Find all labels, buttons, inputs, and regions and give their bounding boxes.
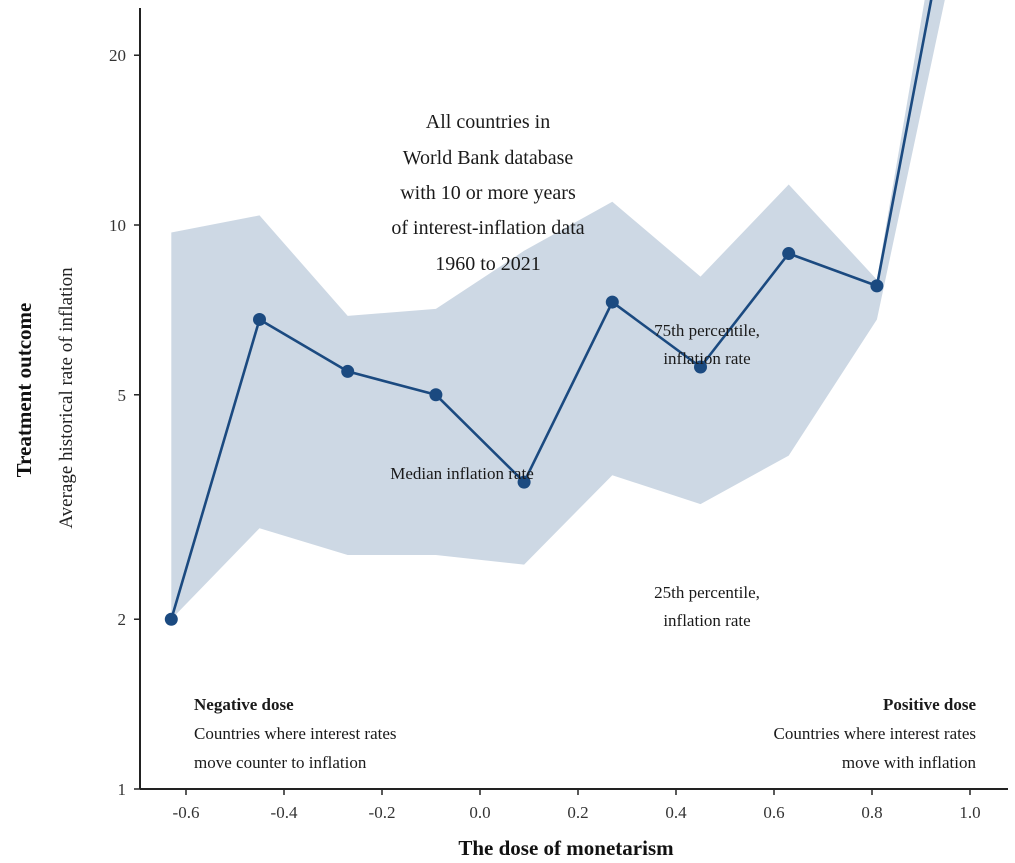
- median-point: [341, 364, 355, 378]
- y-axis-sublabel: Average historical rate of inflation: [56, 267, 77, 529]
- y-axis-label: Treatment outcome: [12, 303, 36, 478]
- positive-dose-desc: move with inflation: [842, 753, 977, 772]
- x-tick-label: 0.6: [763, 803, 784, 822]
- negative-dose-desc: Countries where interest rates: [194, 724, 397, 743]
- median-series-line: [170, 0, 933, 620]
- x-tick-label: 0.0: [469, 803, 490, 822]
- x-axis-label: The dose of monetarism: [458, 836, 674, 860]
- negative-dose-note: Negative dose Countries where interest r…: [194, 695, 397, 772]
- title-line: of interest-inflation data: [391, 217, 584, 239]
- y-tick-label: 20: [109, 46, 126, 65]
- x-tick-label: 0.4: [665, 803, 687, 822]
- p25-annotation: 25th percentile,: [654, 583, 760, 602]
- median-annotation: Median inflation rate: [390, 464, 534, 483]
- positive-dose-title: Positive dose: [883, 695, 976, 714]
- x-axis-ticks: -0.6 -0.4 -0.2 0.0 0.2 0.4 0.6 0.8 1.0: [173, 789, 981, 822]
- x-tick-label: -0.2: [369, 803, 396, 822]
- x-tick-label: -0.4: [271, 803, 298, 822]
- median-point: [253, 312, 266, 326]
- title-line: All countries in: [426, 111, 550, 133]
- chart-title: All countries in World Bank database wit…: [391, 111, 584, 275]
- median-point: [164, 612, 178, 626]
- x-tick-label: 0.2: [567, 803, 588, 822]
- interquartile-band: [171, 0, 945, 620]
- x-tick-label: 0.8: [861, 803, 882, 822]
- median-point: [694, 360, 707, 374]
- positive-dose-desc: Countries where interest rates: [773, 724, 976, 743]
- title-line: with 10 or more years: [400, 182, 576, 204]
- negative-dose-desc: move counter to inflation: [194, 753, 367, 772]
- p75-annotation: 75th percentile,: [654, 321, 760, 340]
- y-tick-label: 5: [118, 386, 127, 405]
- x-tick-label: 1.0: [959, 803, 980, 822]
- positive-dose-note: Positive dose Countries where interest r…: [773, 695, 976, 772]
- y-tick-label: 1: [118, 780, 127, 799]
- median-series-points: [164, 247, 884, 626]
- y-tick-label: 10: [109, 216, 126, 235]
- median-point: [870, 279, 884, 293]
- series-annotations: Median inflation rate 75th percentile, i…: [390, 321, 760, 630]
- title-line: 1960 to 2021: [435, 253, 541, 275]
- median-point: [782, 247, 796, 261]
- median-point: [429, 388, 443, 402]
- median-point: [605, 295, 619, 309]
- title-line: World Bank database: [403, 147, 574, 169]
- negative-dose-title: Negative dose: [194, 695, 294, 714]
- y-tick-label: 2: [118, 610, 127, 629]
- p75-annotation: inflation rate: [663, 349, 750, 368]
- p25-annotation: inflation rate: [663, 611, 750, 630]
- x-tick-label: -0.6: [173, 803, 200, 822]
- median-point: [517, 475, 531, 489]
- y-axis-ticks: 125102050: [109, 46, 140, 799]
